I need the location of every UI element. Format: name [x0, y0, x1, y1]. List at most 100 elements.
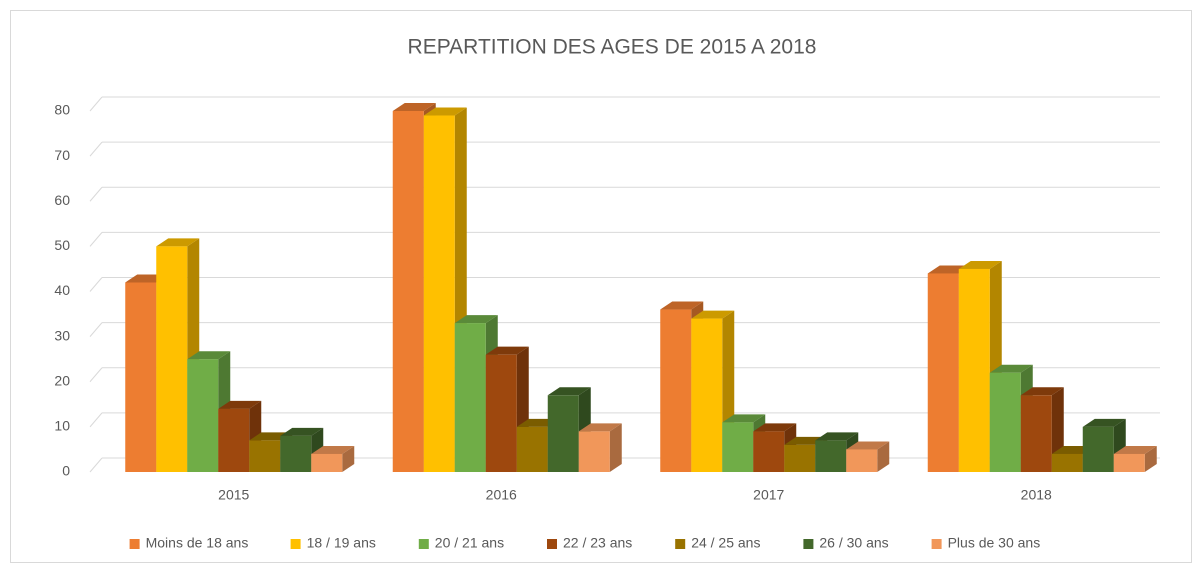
bar-side — [609, 423, 622, 472]
bar — [846, 441, 890, 472]
grid-line — [89, 141, 1160, 157]
legend-label: 22 / 23 ans — [563, 535, 632, 551]
grid-line-side — [89, 141, 103, 157]
bar-top — [578, 423, 622, 432]
bar-top — [392, 103, 436, 111]
bar-top — [423, 107, 467, 116]
legend-swatch — [290, 539, 301, 549]
bar-front — [423, 115, 455, 472]
y-tick-label: 10 — [54, 418, 70, 434]
bar-top — [660, 301, 704, 310]
bar-top — [691, 310, 735, 319]
bar-front — [187, 359, 219, 472]
legend-swatch — [803, 539, 814, 549]
bar-top — [753, 423, 797, 432]
bar-top — [815, 432, 859, 441]
bar-top — [187, 351, 231, 360]
grid-line-side — [89, 457, 103, 473]
bar-front — [249, 440, 281, 472]
y-tick-label: 30 — [54, 327, 70, 343]
bar-side — [342, 445, 355, 472]
bar-side — [1144, 445, 1157, 472]
bar-top — [311, 445, 355, 454]
bar — [311, 445, 355, 472]
y-tick-label: 20 — [54, 372, 70, 388]
y-tick-label: 0 — [62, 463, 70, 479]
bar-front — [392, 111, 424, 472]
y-tick-label: 40 — [54, 282, 70, 298]
bar-top — [722, 414, 766, 423]
legend-swatch — [418, 539, 429, 549]
legend-label: 20 / 21 ans — [435, 535, 504, 551]
bar-top — [485, 346, 529, 355]
legend-swatch — [675, 539, 686, 549]
bar-front — [722, 422, 754, 472]
grid-line-side — [89, 412, 103, 428]
bar-front — [578, 431, 610, 472]
bar-top — [1020, 387, 1064, 396]
grid-line-side — [89, 232, 103, 247]
bar-top — [846, 441, 890, 450]
bar-front — [454, 323, 486, 472]
bar-front — [846, 449, 878, 472]
bar-front — [311, 453, 343, 472]
grid-line-side — [89, 96, 103, 112]
grid-line — [89, 186, 1160, 202]
legend-label: 26 / 30 ans — [819, 535, 888, 551]
bar-top — [1082, 418, 1126, 427]
grid-line-side — [89, 367, 103, 383]
bar-front — [660, 309, 692, 472]
bar-front — [485, 354, 517, 472]
y-tick-label: 50 — [54, 237, 70, 253]
legend-label: 18 / 19 ans — [307, 535, 376, 551]
bar-side — [877, 441, 890, 472]
grid-line-side — [89, 322, 103, 337]
grid-line-side — [89, 186, 103, 202]
bar-front — [753, 431, 785, 472]
bar-front — [125, 282, 157, 472]
bar-top — [989, 364, 1033, 373]
bar-top — [218, 400, 262, 409]
bar-front — [1020, 395, 1052, 472]
legend-label: Moins de 18 ans — [146, 535, 249, 551]
bar-top — [454, 315, 498, 324]
bar-top — [958, 260, 1002, 269]
bar-front — [516, 426, 548, 472]
bar-front — [989, 372, 1021, 472]
bar-front — [1051, 453, 1083, 472]
bar-front — [1082, 426, 1114, 472]
legend-swatch — [931, 539, 942, 549]
y-tick-label: 70 — [54, 147, 70, 163]
bar — [1113, 445, 1157, 472]
bar-front — [958, 268, 990, 472]
x-tick-label: 2017 — [753, 487, 784, 503]
bar-front — [280, 435, 312, 472]
y-tick-label: 60 — [54, 192, 70, 208]
bar-front — [547, 395, 579, 472]
legend-swatch — [547, 539, 557, 549]
legend-label: Plus de 30 ans — [948, 535, 1041, 551]
bar — [578, 423, 622, 472]
grid-line — [89, 231, 1160, 247]
bar-top — [280, 427, 324, 436]
bar-front — [784, 444, 816, 472]
chart-title: REPARTITION DES AGES DE 2015 A 2018 — [408, 36, 817, 59]
bar-front — [927, 273, 959, 472]
bar — [815, 432, 859, 472]
bar-top — [156, 238, 200, 247]
bar-top — [547, 387, 591, 396]
x-tick-label: 2015 — [218, 487, 249, 503]
legend-label: 24 / 25 ans — [691, 535, 760, 551]
y-tick-label: 80 — [54, 102, 70, 118]
bar-front — [1113, 453, 1145, 472]
x-tick-label: 2016 — [486, 487, 517, 503]
x-tick-label: 2018 — [1021, 487, 1052, 503]
grid-line — [89, 96, 1160, 112]
bar-front — [691, 318, 723, 472]
bar-front — [156, 246, 188, 472]
grid-line-side — [89, 277, 103, 292]
bar-top — [1113, 445, 1157, 454]
legend-swatch — [129, 539, 140, 549]
bar-front — [815, 440, 847, 472]
